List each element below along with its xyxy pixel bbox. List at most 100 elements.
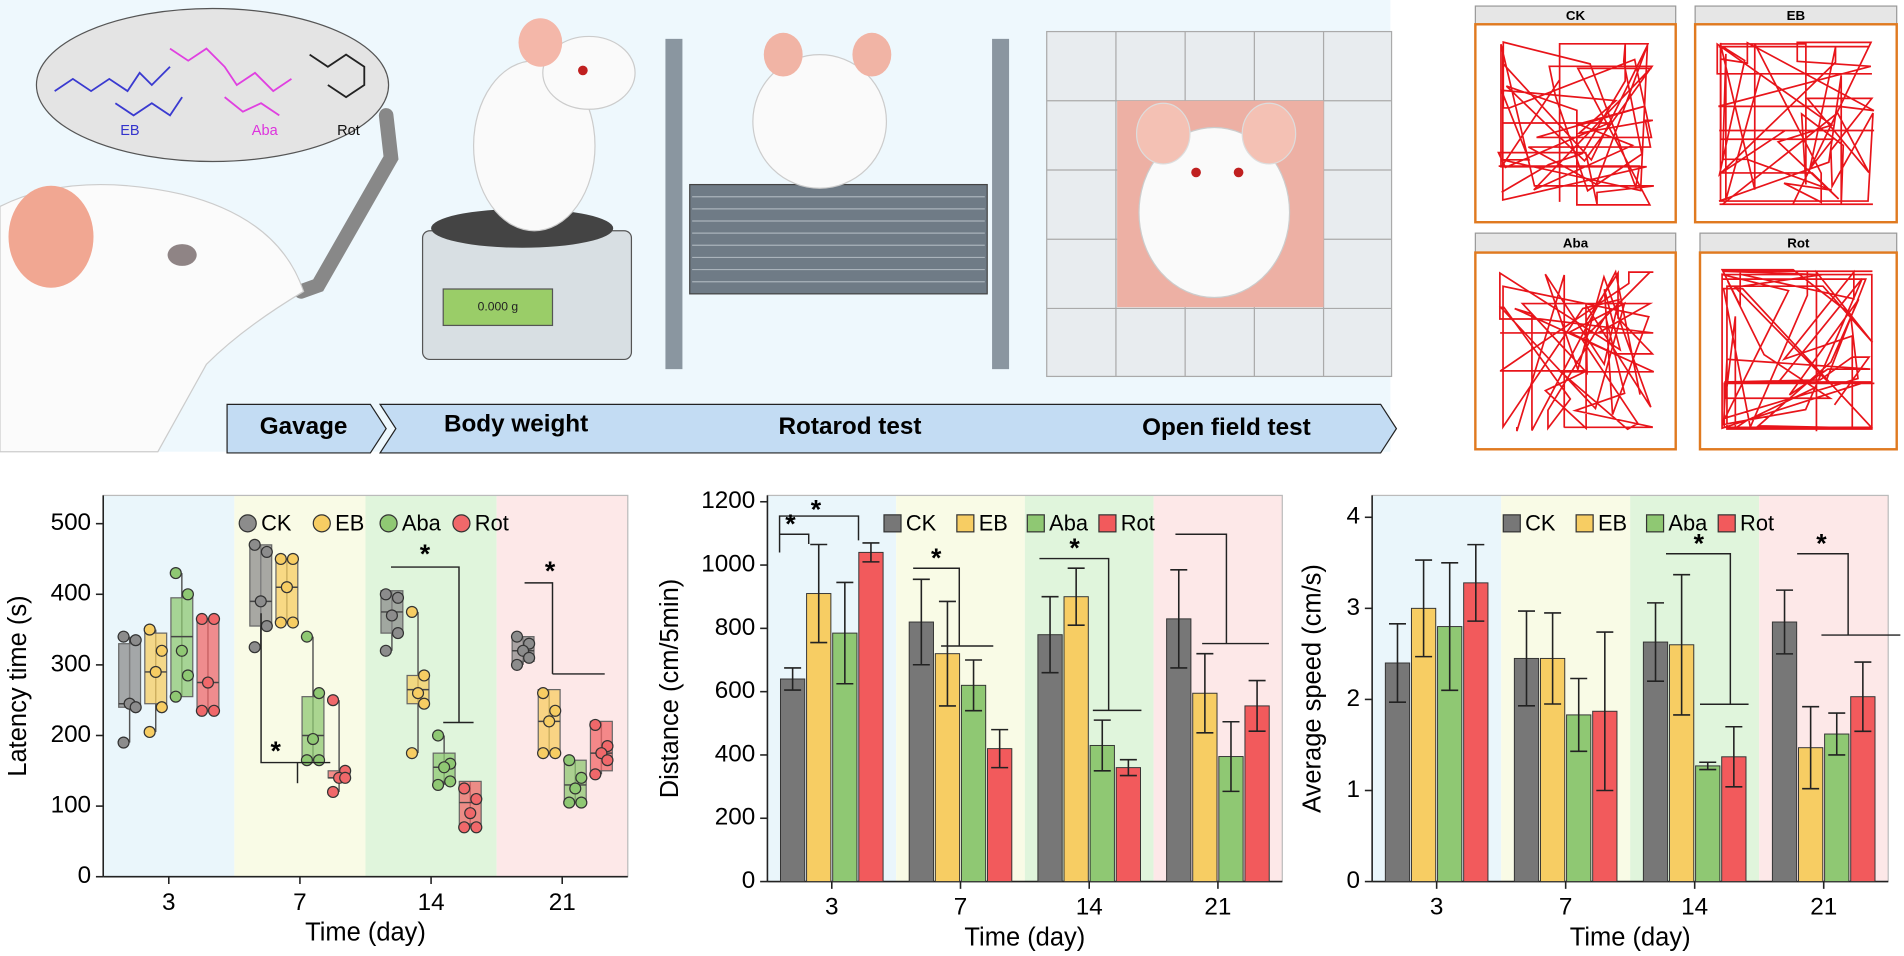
data-point xyxy=(143,725,156,739)
data-point xyxy=(523,651,536,664)
bar xyxy=(1063,596,1089,883)
x-tick-label: 14 xyxy=(1076,894,1103,921)
legend-label: Rot xyxy=(1121,510,1155,535)
track-path xyxy=(1498,269,1655,432)
error-bar xyxy=(1802,705,1820,790)
x-tick-label: 7 xyxy=(1559,894,1572,921)
data-point xyxy=(312,754,326,767)
data-point xyxy=(248,538,261,551)
data-point xyxy=(575,771,588,784)
bar xyxy=(779,678,806,883)
x-tick-label: 21 xyxy=(1810,894,1837,921)
molecule xyxy=(54,66,171,93)
legend-marker xyxy=(238,514,257,533)
x-tick-label: 7 xyxy=(954,894,968,921)
rat-ear xyxy=(518,18,563,67)
y-tick-label: 1 xyxy=(1346,776,1359,803)
x-tick-label: 14 xyxy=(418,889,445,916)
error-bar xyxy=(991,728,1009,769)
data-point xyxy=(379,588,392,601)
data-point xyxy=(155,644,168,657)
data-point xyxy=(589,718,602,731)
error-bar xyxy=(1725,725,1743,788)
significance-mark: * xyxy=(1816,528,1827,558)
data-point xyxy=(248,641,261,654)
bar xyxy=(1695,765,1721,883)
data-point xyxy=(181,588,194,601)
y-tick-label: 200 xyxy=(715,804,756,831)
y-tick-label: 100 xyxy=(51,792,92,819)
error-bar xyxy=(912,578,930,666)
track-path xyxy=(1716,41,1875,206)
significance-mark: * xyxy=(545,556,556,586)
error-bar xyxy=(1828,712,1846,756)
x-tick-label: 3 xyxy=(825,894,839,921)
data-point xyxy=(129,634,142,647)
data-point xyxy=(129,701,142,714)
data-point xyxy=(575,796,588,809)
legend-label: EB xyxy=(979,510,1008,535)
data-point xyxy=(207,612,221,626)
molecule-label: Rot xyxy=(337,123,360,139)
data-point xyxy=(569,782,582,795)
data-point xyxy=(326,785,340,799)
timeline-label: Open field test xyxy=(1142,414,1311,441)
bar xyxy=(1771,621,1798,883)
legend-label: CK xyxy=(906,510,937,535)
data-point xyxy=(391,627,405,640)
error-bar xyxy=(1570,677,1588,753)
error-bar xyxy=(1647,602,1665,682)
data-point xyxy=(589,768,602,781)
legend-marker xyxy=(1502,514,1521,533)
molecule xyxy=(224,96,280,117)
legend-marker xyxy=(1026,514,1045,533)
error-bar xyxy=(1441,562,1459,692)
data-point xyxy=(405,747,419,760)
error-bar xyxy=(1041,595,1059,674)
y-tick-label: 1200 xyxy=(701,487,755,514)
legend-marker xyxy=(1098,514,1117,533)
error-bar xyxy=(1222,720,1240,793)
mouse-eye xyxy=(1233,167,1244,178)
balance-reading: 0.000 g xyxy=(478,299,518,313)
error-bar xyxy=(1544,612,1562,705)
box xyxy=(196,618,220,712)
timeline-label: Rotarod test xyxy=(779,413,922,440)
bar xyxy=(1115,767,1142,883)
y-tick-label: 400 xyxy=(715,740,756,767)
data-point xyxy=(601,754,614,767)
data-point xyxy=(181,669,194,682)
data-point xyxy=(254,595,267,608)
bar xyxy=(1463,582,1489,883)
track-title: Rot xyxy=(1787,236,1810,251)
data-point xyxy=(563,796,576,809)
molecule xyxy=(114,96,183,117)
y-tick-label: 0 xyxy=(1346,867,1359,894)
bar xyxy=(1798,747,1824,883)
legend-marker xyxy=(1717,514,1736,533)
mouse-eye xyxy=(1191,167,1201,178)
legend-marker xyxy=(312,514,331,533)
y-tick-label: 800 xyxy=(715,614,756,641)
data-point xyxy=(537,747,550,760)
significance-mark: * xyxy=(270,736,281,766)
y-axis-label: Average speed (cm/s) xyxy=(1299,564,1327,813)
data-point xyxy=(207,704,221,717)
error-bar xyxy=(1119,758,1137,777)
balance-display xyxy=(442,288,554,327)
box xyxy=(301,696,325,761)
y-tick-label: 4 xyxy=(1346,503,1359,530)
legend-label: CK xyxy=(1525,510,1556,535)
data-point xyxy=(510,658,524,671)
bar xyxy=(858,551,884,883)
significance-mark: * xyxy=(1694,528,1705,558)
timeline-label: Gavage xyxy=(260,413,348,440)
molecule-label: EB xyxy=(120,123,139,139)
rat-eye xyxy=(167,244,197,266)
molecule-label: Aba xyxy=(252,123,279,139)
track-path xyxy=(1497,41,1654,206)
data-point xyxy=(458,821,471,834)
error-bar xyxy=(1248,679,1266,733)
molecule xyxy=(169,47,292,93)
data-point xyxy=(326,694,340,707)
